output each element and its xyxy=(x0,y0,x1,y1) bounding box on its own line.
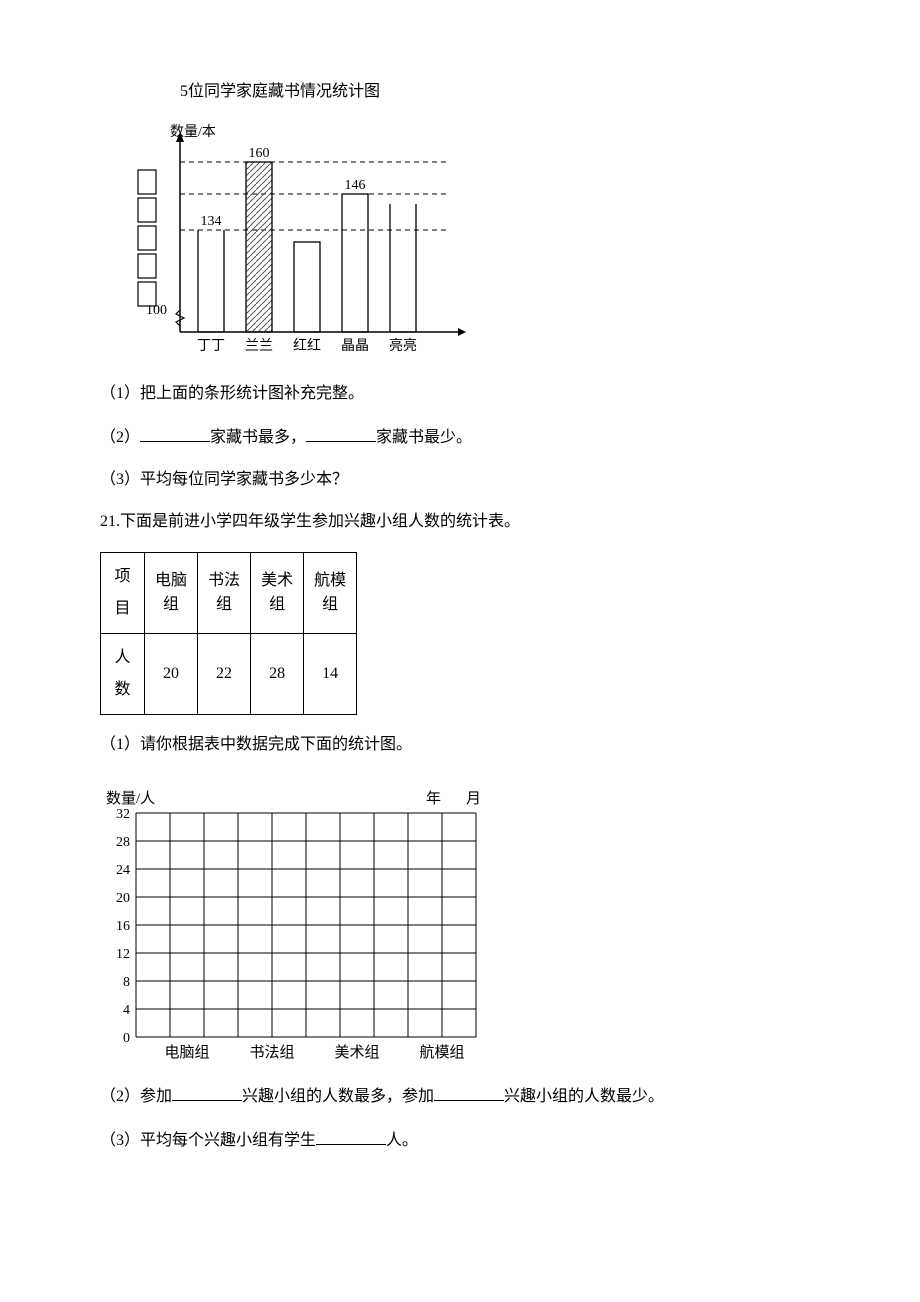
svg-text:24: 24 xyxy=(116,863,130,878)
q20-p2b: 家藏书最多， xyxy=(210,429,306,446)
chart2-svg: 数量/人 年 月 0 4 8 12 16 20 24 28 32 电脑组 书法组 美术组 航模组 xyxy=(100,775,520,1065)
svg-text:160: 160 xyxy=(249,146,270,161)
blank-most-group[interactable] xyxy=(172,1083,242,1101)
q21-p3: （3）平均每个兴趣小组有学生 人。 xyxy=(100,1127,820,1153)
svg-text:亮亮: 亮亮 xyxy=(389,337,417,354)
cell-col0: 电脑组 xyxy=(145,553,198,634)
chart1-svg: 数量/本100134丁丁160兰兰红红146晶晶亮亮 xyxy=(130,112,470,362)
q21-p2: （2）参加 兴趣小组的人数最多，参加 兴趣小组的人数最少。 xyxy=(100,1083,820,1109)
table-row: 项目 电脑组 书法组 美术组 航模组 xyxy=(101,553,357,634)
svg-text:146: 146 xyxy=(345,178,366,193)
svg-text:丁丁: 丁丁 xyxy=(197,339,225,354)
cell-row1-head: 项目 xyxy=(101,553,145,634)
q20-p2c: 家藏书最少。 xyxy=(376,429,472,446)
blank-least-books[interactable] xyxy=(306,424,376,442)
svg-text:32: 32 xyxy=(116,807,130,822)
blank-avg[interactable] xyxy=(316,1127,386,1145)
svg-text:航模组: 航模组 xyxy=(419,1044,464,1061)
cell-col3: 航模组 xyxy=(304,553,357,634)
svg-text:28: 28 xyxy=(116,835,130,850)
c: 美 xyxy=(261,572,277,589)
c: 模 xyxy=(330,572,346,589)
q21-p2b: 兴趣小组的人数最多，参加 xyxy=(242,1088,434,1105)
svg-text:数量/本: 数量/本 xyxy=(170,124,216,140)
char: 人 xyxy=(114,649,130,666)
c: 脑 xyxy=(171,572,187,589)
q21-p2c: 兴趣小组的人数最少。 xyxy=(504,1088,664,1105)
svg-text:134: 134 xyxy=(201,214,222,229)
q21-intro: 21.下面是前进小学四年级学生参加兴趣小组人数的统计表。 xyxy=(100,510,820,534)
svg-text:16: 16 xyxy=(116,919,130,934)
svg-text:书法组: 书法组 xyxy=(249,1044,294,1061)
q20-p3: （3）平均每位同学家藏书多少本？ xyxy=(100,468,820,492)
c: 航 xyxy=(314,572,330,589)
chart2-svg-wrap: 数量/人 年 月 0 4 8 12 16 20 24 28 32 电脑组 书法组 美术组 航模组 xyxy=(100,775,490,1065)
q21-p2a: （2）参加 xyxy=(100,1088,172,1105)
c: 组 xyxy=(269,596,285,613)
svg-text:20: 20 xyxy=(116,891,130,906)
q21-p1: （1）请你根据表中数据完成下面的统计图。 xyxy=(100,733,820,757)
svg-text:月: 月 xyxy=(466,791,481,807)
blank-least-group[interactable] xyxy=(434,1083,504,1101)
q20-p2a: （2） xyxy=(100,429,140,446)
cell-val0: 20 xyxy=(145,634,198,715)
chart1-container: 5位同学家庭藏书情况统计图 数量/本100134丁丁160兰兰红红146晶晶亮亮 xyxy=(130,80,820,362)
q20-p1: （1）把上面的条形统计图补充完整。 xyxy=(100,382,820,406)
svg-text:4: 4 xyxy=(123,1003,130,1018)
q21-table: 项目 电脑组 书法组 美术组 航模组 人数 20 22 28 14 xyxy=(100,552,357,715)
char: 项 xyxy=(114,568,130,585)
c: 书 xyxy=(208,572,224,589)
svg-text:红红: 红红 xyxy=(293,338,321,354)
chart2-container: 数量/人 年 月 0 4 8 12 16 20 24 28 32 电脑组 书法组 美术组 航模组 xyxy=(100,775,820,1065)
c: 组 xyxy=(216,596,232,613)
svg-text:数量/人: 数量/人 xyxy=(106,790,155,807)
blank-most-books[interactable] xyxy=(140,424,210,442)
svg-text:8: 8 xyxy=(123,975,130,990)
c: 法 xyxy=(224,572,240,589)
q21-p3b: 人。 xyxy=(386,1132,418,1149)
c: 组 xyxy=(163,596,179,613)
svg-text:兰兰: 兰兰 xyxy=(245,338,273,354)
cell-col1: 书法组 xyxy=(198,553,251,634)
char: 数 xyxy=(114,681,130,698)
q21-p3a: （3）平均每个兴趣小组有学生 xyxy=(100,1132,316,1149)
q20-p2: （2） 家藏书最多， 家藏书最少。 xyxy=(100,424,820,450)
cell-val1: 22 xyxy=(198,634,251,715)
c: 电 xyxy=(155,572,171,589)
c: 组 xyxy=(322,596,338,613)
svg-text:晶晶: 晶晶 xyxy=(341,339,369,354)
svg-text:年: 年 xyxy=(426,790,441,807)
cell-val2: 28 xyxy=(251,634,304,715)
table-row: 人数 20 22 28 14 xyxy=(101,634,357,715)
svg-text:12: 12 xyxy=(116,947,130,962)
cell-row2-head: 人数 xyxy=(101,634,145,715)
svg-text:0: 0 xyxy=(123,1031,130,1046)
cell-val3: 14 xyxy=(304,634,357,715)
chart1-svg-wrap: 数量/本100134丁丁160兰兰红红146晶晶亮亮 xyxy=(130,112,470,362)
cell-col2: 美术组 xyxy=(251,553,304,634)
svg-text:美术组: 美术组 xyxy=(334,1044,379,1061)
char: 目 xyxy=(114,600,130,617)
chart1-title: 5位同学家庭藏书情况统计图 xyxy=(180,80,820,104)
svg-text:电脑组: 电脑组 xyxy=(164,1044,209,1061)
c: 术 xyxy=(277,572,293,589)
